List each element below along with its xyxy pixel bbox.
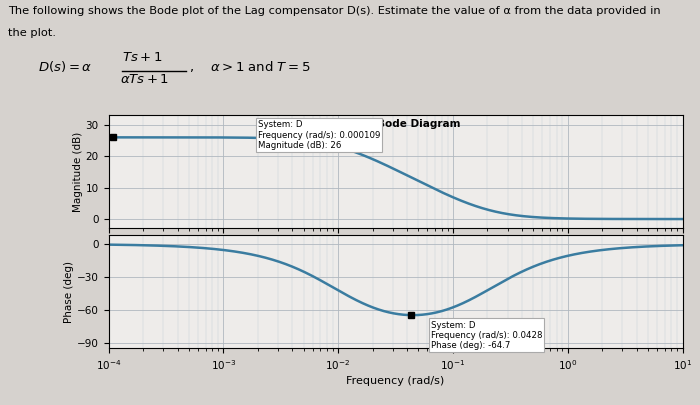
Text: $\alpha Ts+1$: $\alpha Ts+1$ (120, 73, 169, 86)
Text: $D(s) =\alpha$: $D(s) =\alpha$ (38, 59, 93, 74)
Text: $Ts +1$: $Ts +1$ (122, 51, 163, 64)
Text: System: D
Frequency (rad/s): 0.0428
Phase (deg): -64.7: System: D Frequency (rad/s): 0.0428 Phas… (430, 320, 542, 350)
Text: The following shows the Bode plot of the Lag compensator D(s). Estimate the valu: The following shows the Bode plot of the… (8, 6, 661, 16)
X-axis label: Frequency (rad/s): Frequency (rad/s) (346, 376, 444, 386)
Y-axis label: Magnitude (dB): Magnitude (dB) (73, 132, 83, 212)
Text: ,    $\alpha >1$ and $T = 5$: , $\alpha >1$ and $T = 5$ (189, 59, 311, 74)
Text: the plot.: the plot. (8, 28, 57, 38)
Y-axis label: Phase (deg): Phase (deg) (64, 261, 74, 323)
Text: System: D
Frequency (rad/s): 0.000109
Magnitude (dB): 26: System: D Frequency (rad/s): 0.000109 Ma… (258, 120, 380, 150)
Text: Bode Diagram: Bode Diagram (377, 119, 461, 129)
